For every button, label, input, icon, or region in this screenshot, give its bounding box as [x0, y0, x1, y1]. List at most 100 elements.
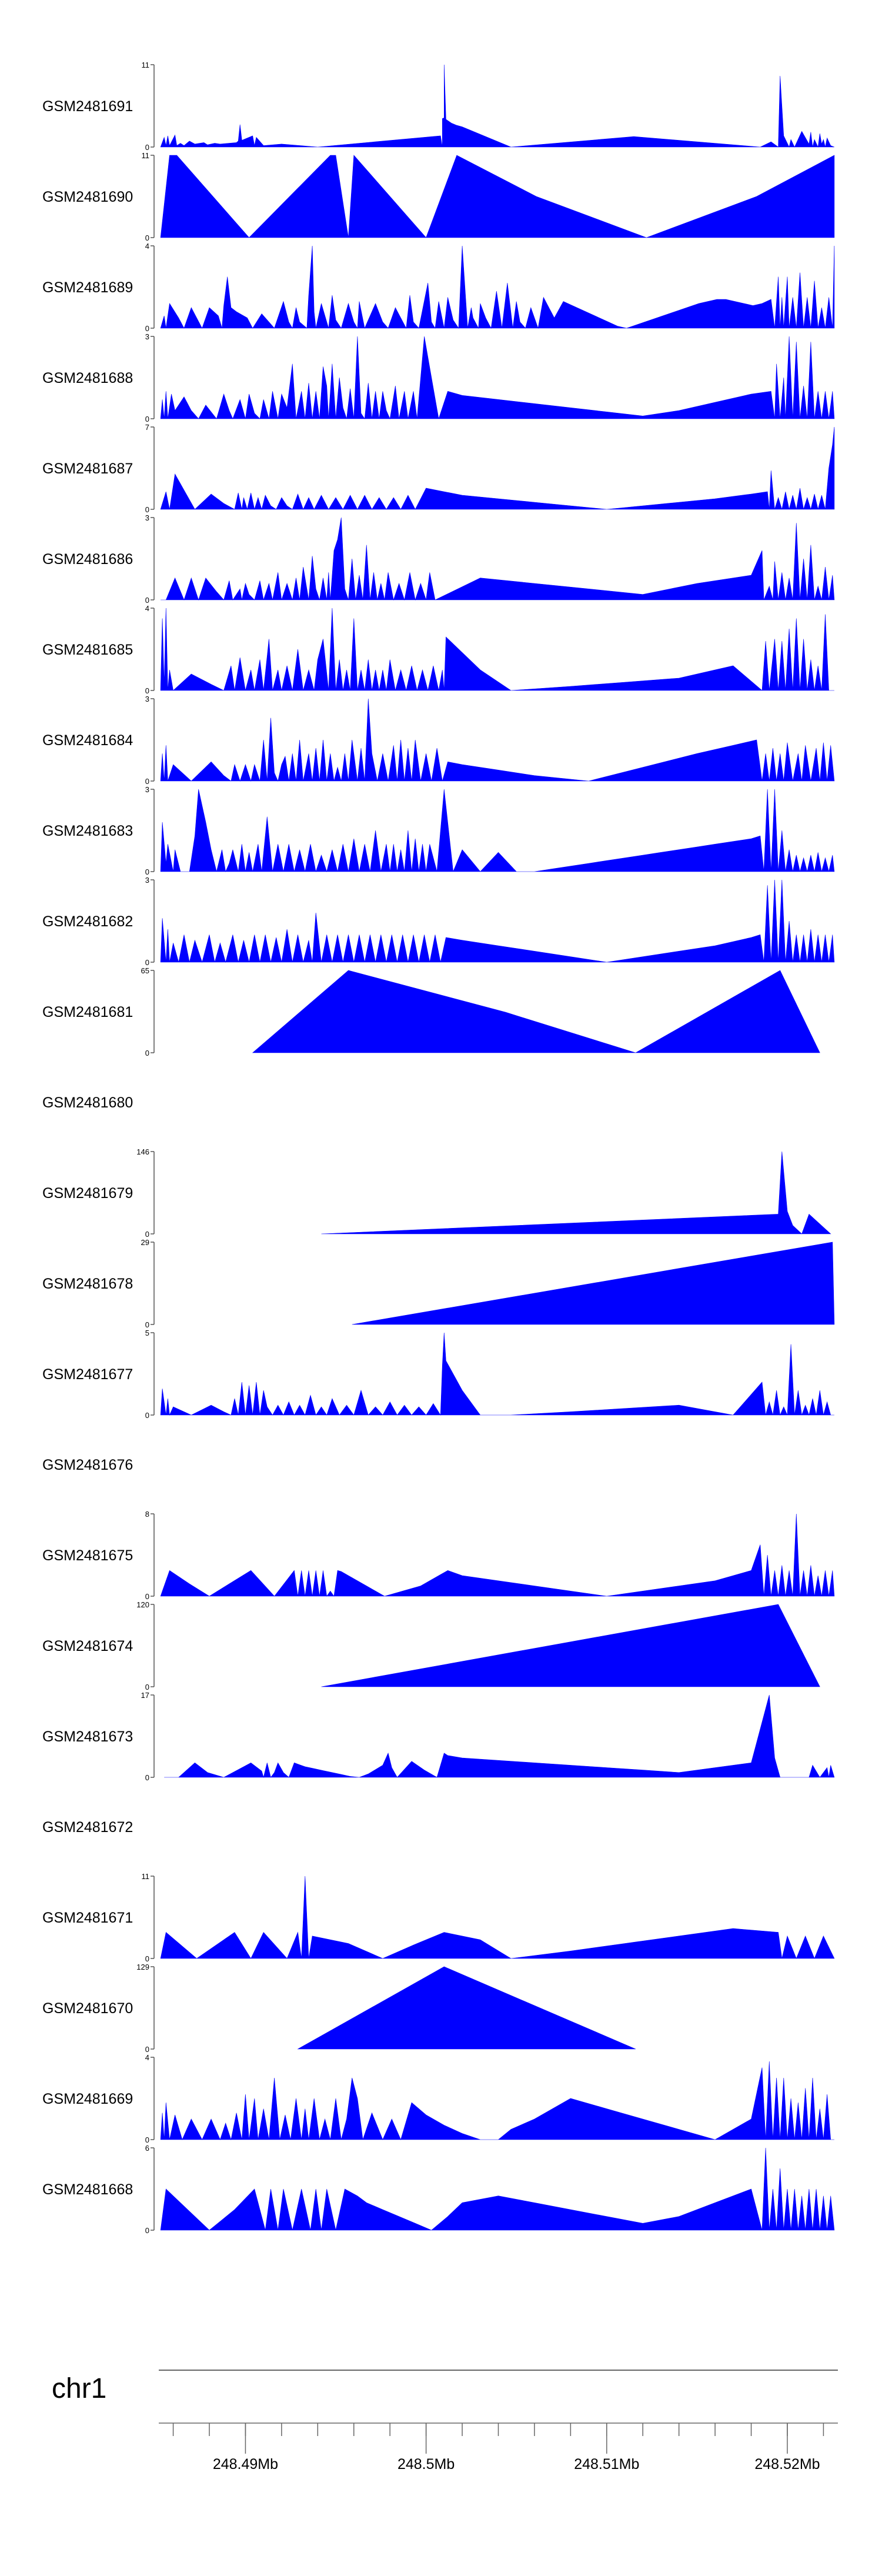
y-max-label: 3	[145, 513, 149, 522]
y-min-label: 0	[145, 505, 149, 514]
track-GSM2481688: GSM2481688 3 0	[42, 332, 835, 423]
y-max-label: 5	[145, 1329, 149, 1337]
signal-area	[160, 2061, 834, 2141]
track-label: GSM2481678	[42, 1276, 133, 1292]
track-GSM2481685: GSM2481685 4 0	[42, 604, 834, 695]
track-label: GSM2481683	[42, 823, 133, 839]
signal-area	[321, 1151, 831, 1234]
track-label: GSM2481686	[42, 551, 133, 568]
track-GSM2481670: GSM2481670 129 0	[42, 1963, 636, 2054]
signal-area	[160, 426, 835, 510]
track-label: GSM2481671	[42, 1910, 133, 1926]
track-label: GSM2481669	[42, 2091, 133, 2107]
track-label: GSM2481684	[42, 732, 133, 749]
y-min-label: 0	[145, 415, 149, 423]
y-min-label: 0	[145, 2226, 149, 2235]
track-GSM2481677: GSM2481677 5 0	[42, 1329, 834, 1420]
track-label: GSM2481670	[42, 2000, 133, 2017]
genome-tick-label: 248.5Mb	[397, 2456, 455, 2472]
y-max-label: 29	[141, 1238, 149, 1247]
y-max-label: 3	[145, 695, 149, 703]
y-max-label: 3	[145, 876, 149, 885]
y-max-label: 3	[145, 785, 149, 794]
track-GSM2481679: GSM2481679 146 0	[42, 1147, 831, 1239]
track-label: GSM2481688	[42, 370, 133, 386]
y-min-label: 0	[145, 958, 149, 967]
signal-area	[321, 1604, 820, 1687]
y-max-label: 3	[145, 332, 149, 341]
track-GSM2481673: GSM2481673 17 0	[42, 1691, 835, 1782]
track-GSM2481686: GSM2481686 3 0	[42, 513, 835, 605]
track-GSM2481675: GSM2481675 8 0	[42, 1510, 835, 1601]
y-max-label: 4	[145, 604, 149, 613]
y-max-label: 129	[136, 1963, 149, 1971]
y-min-label: 0	[145, 233, 149, 242]
y-max-label: 11	[142, 61, 150, 69]
track-label: GSM2481673	[42, 1729, 133, 1745]
genome-axis: chr1 248.49Mb 248.5Mb 248.51Mb 248.52Mb	[52, 2370, 838, 2472]
track-GSM2481687: GSM2481687 7 0	[42, 423, 835, 514]
signal-area	[160, 336, 835, 420]
track-label: GSM2481681	[42, 1004, 133, 1020]
signal-area	[160, 245, 835, 329]
track-label: GSM2481687	[42, 461, 133, 477]
track-GSM2481672: GSM2481672	[42, 1819, 133, 1836]
y-max-label: 17	[141, 1691, 149, 1700]
y-min-label: 0	[145, 867, 149, 876]
y-max-label: 4	[145, 242, 149, 251]
track-label: GSM2481672	[42, 1819, 133, 1836]
y-min-label: 0	[145, 686, 149, 695]
signal-area	[160, 64, 835, 148]
signal-area	[160, 879, 835, 963]
y-min-label: 0	[145, 1230, 149, 1239]
signal-area	[161, 517, 835, 601]
y-min-label: 0	[145, 1773, 149, 1782]
y-min-label: 0	[145, 1320, 149, 1329]
chromosome-label: chr1	[52, 2373, 106, 2404]
y-max-label: 8	[145, 1510, 149, 1519]
signal-area	[160, 1513, 835, 1597]
track-GSM2481683: GSM2481683 3 0	[42, 785, 835, 876]
track-GSM2481684: GSM2481684 3 0	[42, 695, 835, 786]
signal-area	[160, 155, 835, 238]
track-label: GSM2481677	[42, 1366, 133, 1383]
genome-tick-label: 248.49Mb	[213, 2456, 278, 2472]
y-max-label: 7	[145, 423, 149, 432]
y-min-label: 0	[145, 1049, 149, 1057]
track-label: GSM2481690	[42, 189, 133, 205]
genome-tick-label: 248.51Mb	[574, 2456, 639, 2472]
signal-area	[160, 2147, 835, 2231]
track-GSM2481668: GSM2481668 6 0	[42, 2144, 835, 2235]
signal-area	[164, 1694, 835, 1778]
track-GSM2481689: GSM2481689 4 0	[42, 242, 835, 333]
track-label: GSM2481676	[42, 1457, 133, 1473]
track-GSM2481669: GSM2481669 4 0	[42, 2053, 834, 2144]
track-label: GSM2481675	[42, 1547, 133, 1564]
tracks-layer: GSM2481691110GSM2481690110GSM248168940GS…	[42, 61, 835, 2235]
signal-area	[160, 789, 835, 873]
track-GSM2481680: GSM2481680	[42, 1095, 133, 1111]
signal-area	[160, 698, 835, 782]
y-max-label: 146	[136, 1147, 149, 1156]
signal-area	[252, 970, 820, 1053]
signal-area	[160, 1876, 835, 1959]
y-min-label: 0	[145, 777, 149, 786]
track-GSM2481691: GSM2481691 11 0	[42, 61, 835, 152]
y-max-label: 6	[145, 2144, 149, 2153]
track-label: GSM2481680	[42, 1095, 133, 1111]
track-label: GSM2481691	[42, 98, 133, 115]
signal-area	[160, 608, 834, 691]
y-max-label: 4	[145, 2053, 149, 2062]
signal-area	[160, 1332, 834, 1416]
y-max-label: 65	[141, 966, 149, 975]
y-min-label: 0	[145, 1411, 149, 1420]
y-max-label: 11	[142, 151, 150, 160]
track-label: GSM2481668	[42, 2181, 133, 2198]
genome-tick-label: 248.52Mb	[754, 2456, 820, 2472]
y-min-label: 0	[145, 2045, 149, 2054]
track-label: GSM2481682	[42, 913, 133, 930]
y-min-label: 0	[145, 143, 149, 152]
track-label: GSM2481689	[42, 279, 133, 296]
